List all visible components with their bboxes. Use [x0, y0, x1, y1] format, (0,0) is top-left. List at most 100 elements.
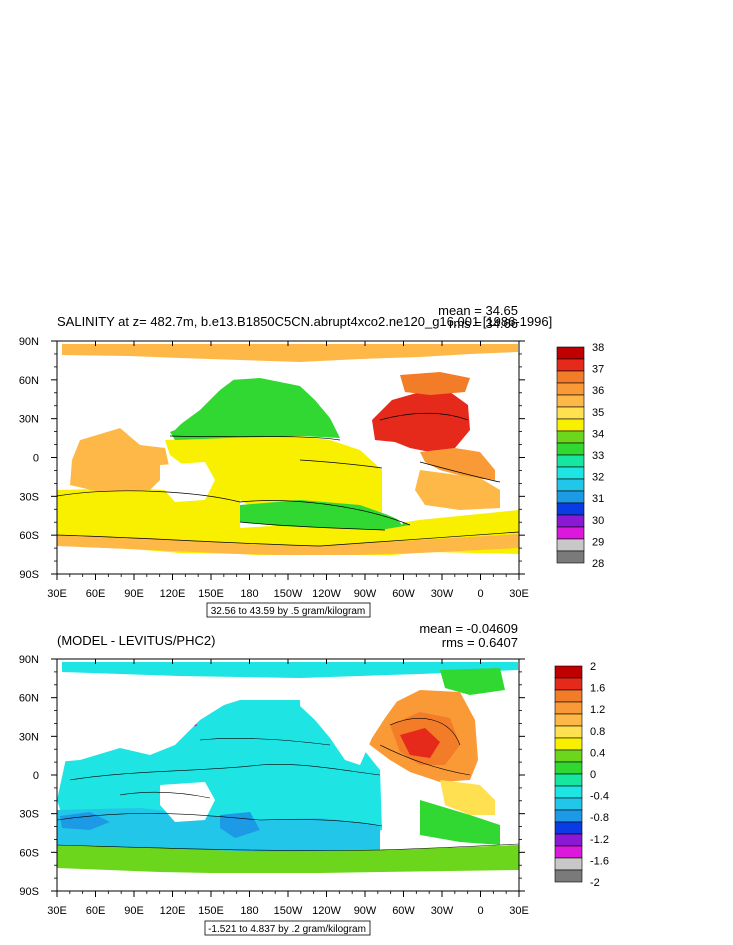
panel2-colorbar: 2 1.6 1.2 0.8 0.4 0 -0.4 -0.8 -1.2 -1.6 -2 — [554, 661, 609, 889]
colorbar-swatch — [556, 382, 585, 396]
x-tick-label: 90E — [124, 588, 144, 600]
panel1-mean: mean = 34.65 — [438, 303, 518, 318]
colorbar-swatch — [554, 737, 583, 751]
panel2-range-label: -1.521 to 4.837 by .2 gram/kilogram — [208, 924, 366, 935]
colorbar-label: 0.8 — [590, 726, 605, 738]
panel-salinity: SALINITY at z= 482.7m, b.e13.B1850C5CN.a… — [19, 303, 604, 618]
colorbar-swatch — [556, 550, 585, 564]
x-tick-label: 60W — [392, 905, 415, 917]
panel1-x-axis: 30E 60E 90E 120E 150E 180 150W 120W 90W 60W 30W 0 30… — [47, 341, 529, 600]
panel1-range-label: 32.56 to 43.59 by .5 gram/kilogram — [211, 606, 366, 617]
colorbar-label: 31 — [592, 493, 604, 505]
colorbar-label: -1.2 — [590, 834, 609, 846]
panel2-range-box — [204, 920, 371, 936]
x-tick-label: 120E — [160, 905, 186, 917]
colorbar-swatch — [554, 725, 583, 739]
x-tick-label: 60E — [86, 905, 106, 917]
colorbar-swatch — [554, 761, 583, 775]
colorbar-label: 30 — [592, 515, 604, 527]
colorbar-label: -0.4 — [590, 791, 609, 803]
colorbar-label: 32 — [592, 472, 604, 484]
colorbar-swatch — [554, 689, 583, 703]
colorbar-swatch — [556, 370, 585, 384]
colorbar-swatch — [556, 358, 585, 372]
x-tick-label: 120E — [160, 588, 186, 600]
colorbar-label: 38 — [592, 342, 604, 354]
colorbar-label: -0.8 — [590, 812, 609, 824]
x-tick-label: 30E — [47, 588, 67, 600]
x-tick-label: 60E — [86, 588, 106, 600]
panel1-colorbar: 38 37 36 35 34 33 32 31 30 29 28 — [556, 342, 604, 570]
colorbar-swatch — [554, 809, 583, 823]
x-tick-label: 90W — [354, 588, 377, 600]
colorbar-swatch — [556, 466, 585, 480]
panel2-mean: mean = -0.04609 — [419, 621, 518, 636]
colorbar-label: -2 — [590, 877, 600, 889]
panel1-y-axis: 90N 60N 30N 0 30S 60S 90S — [19, 336, 525, 581]
panel2-map — [57, 659, 519, 891]
colorbar-swatch — [556, 478, 585, 492]
x-tick-label: 30E — [509, 588, 529, 600]
y-tick-label: 0 — [33, 453, 39, 465]
panel2-x-axis: 30E 60E 90E 120E 150E 180 150W 120W 90W 60W 30W 0 30… — [47, 659, 529, 917]
colorbar-swatch — [556, 430, 585, 444]
x-tick-label: 150E — [198, 588, 224, 600]
x-tick-label: 180 — [240, 588, 258, 600]
y-tick-label: 60N — [19, 375, 39, 387]
colorbar-swatch — [556, 418, 585, 432]
colorbar-swatch — [556, 514, 585, 528]
colorbar-swatch — [554, 677, 583, 691]
x-tick-label: 90W — [354, 905, 377, 917]
panel2-y-axis: 90N 60N 30N 0 30S 60S 90S — [19, 654, 525, 898]
colorbar-label: 34 — [592, 428, 604, 440]
colorbar-label: 35 — [592, 407, 604, 419]
colorbar-label: 1.2 — [590, 704, 605, 716]
colorbar-label: 0 — [590, 769, 596, 781]
colorbar-swatch — [554, 857, 583, 871]
colorbar-label: 33 — [592, 450, 604, 462]
x-tick-label: 30W — [431, 905, 454, 917]
x-tick-label: 30W — [431, 588, 454, 600]
x-tick-label: 180 — [240, 905, 258, 917]
x-tick-label: 150E — [198, 905, 224, 917]
colorbar-swatch — [556, 502, 585, 516]
x-tick-label: 150W — [274, 588, 303, 600]
y-tick-label: 0 — [33, 770, 39, 782]
panel1-map — [57, 341, 519, 574]
x-tick-label: 0 — [477, 905, 483, 917]
colorbar-swatch — [556, 346, 585, 360]
y-tick-label: 90N — [19, 336, 39, 348]
y-tick-label: 90S — [19, 886, 39, 898]
colorbar-swatch — [554, 821, 583, 835]
colorbar-swatch — [556, 394, 585, 408]
x-tick-label: 120W — [312, 588, 341, 600]
y-tick-label: 60S — [19, 847, 39, 859]
x-tick-label: 60W — [392, 588, 415, 600]
colorbar-label: 0.4 — [590, 747, 605, 759]
x-tick-label: 0 — [477, 588, 483, 600]
panel1-rms: rms = 34.66 — [449, 316, 518, 331]
y-tick-label: 30S — [19, 491, 39, 503]
y-tick-label: 90N — [19, 654, 39, 666]
y-tick-label: 30S — [19, 809, 39, 821]
colorbar-label: 1.6 — [590, 683, 605, 695]
y-tick-label: 60S — [19, 530, 39, 542]
x-tick-label: 90E — [124, 905, 144, 917]
colorbar-swatch — [556, 406, 585, 420]
colorbar-swatch — [556, 454, 585, 468]
x-tick-label: 120W — [312, 905, 341, 917]
colorbar-swatch — [554, 833, 583, 847]
colorbar-label: 29 — [592, 536, 604, 548]
panel-difference: (MODEL - LEVITUS/PHC2) mean = -0.04609 r… — [19, 621, 609, 936]
colorbar-swatch — [554, 845, 583, 859]
colorbar-swatch — [554, 773, 583, 787]
colorbar-swatch — [554, 701, 583, 715]
panel2-rms: rms = 0.6407 — [442, 635, 518, 650]
colorbar-swatch — [554, 665, 583, 679]
colorbar-swatch — [554, 749, 583, 763]
colorbar-swatch — [556, 538, 585, 552]
colorbar-swatch — [556, 442, 585, 456]
y-tick-label: 90S — [19, 569, 39, 581]
x-tick-label: 30E — [47, 905, 67, 917]
